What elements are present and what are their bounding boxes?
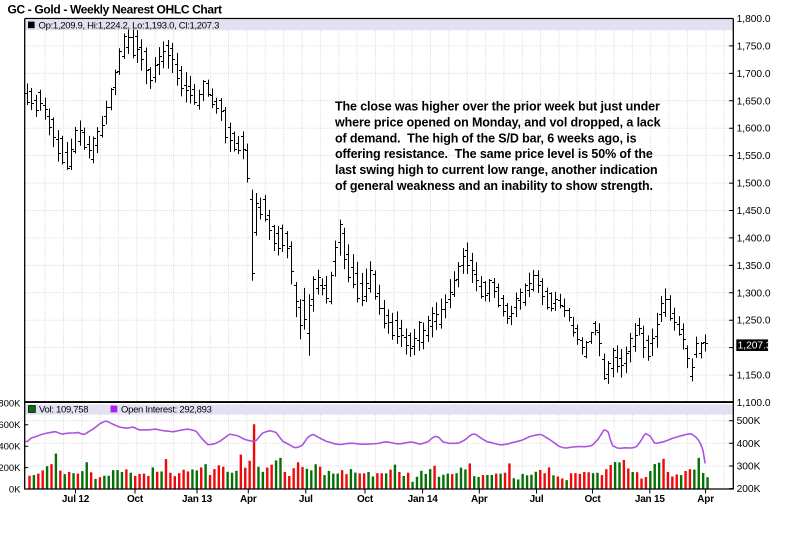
svg-text:Jul: Jul [530,494,544,505]
svg-text:1,300.0: 1,300.0 [737,288,771,299]
svg-text:Vol: 109,758: Vol: 109,758 [39,405,88,416]
svg-text:Apr: Apr [240,494,257,505]
svg-text:Jul: Jul [299,494,313,505]
svg-text:300K: 300K [737,462,761,473]
svg-text:1,750.0: 1,750.0 [737,41,771,52]
svg-text:400K: 400K [0,442,21,453]
svg-text:1,450.0: 1,450.0 [737,206,771,217]
svg-text:Apr: Apr [471,494,488,505]
svg-text:400K: 400K [737,439,761,450]
svg-text:Jan 13: Jan 13 [182,494,213,505]
svg-text:200K: 200K [0,463,21,474]
svg-text:Op:1,209.9, Hi:1,224.2, Lo:1,1: Op:1,209.9, Hi:1,224.2, Lo:1,193.0, Cl:1… [39,21,220,32]
svg-text:1,800.0: 1,800.0 [737,14,771,25]
svg-text:Open Interest: 292,893: Open Interest: 292,893 [121,405,212,416]
svg-text:1,700.0: 1,700.0 [737,69,771,80]
svg-text:600K: 600K [0,420,21,431]
svg-text:Jul 12: Jul 12 [62,494,90,505]
svg-text:1,600.0: 1,600.0 [737,124,771,135]
svg-text:Jan 15: Jan 15 [635,494,666,505]
svg-text:800K: 800K [0,399,21,410]
svg-text:Apr: Apr [697,494,714,505]
svg-text:Jan 14: Jan 14 [408,494,439,505]
svg-text:Oct: Oct [357,494,374,505]
svg-text:200K: 200K [737,484,761,495]
svg-text:1,350.0: 1,350.0 [737,261,771,272]
svg-text:1,150.0: 1,150.0 [737,371,771,382]
svg-text:1,250.0: 1,250.0 [737,316,771,327]
svg-text:The close was higher over the: The close was higher over the prior week… [335,100,660,114]
svg-text:1,550.0: 1,550.0 [737,151,771,162]
svg-text:1,400.0: 1,400.0 [737,233,771,244]
svg-text:where price opened on Monday,: where price opened on Monday, and vol dr… [334,115,661,129]
svg-text:offering resistance. The same: offering resistance. The same price leve… [335,147,653,161]
svg-text:of general weakness and an ina: of general weakness and an inability to … [335,179,653,193]
svg-text:0K: 0K [9,484,21,495]
svg-text:last swing high to current low: last swing high to current low range, an… [335,163,657,177]
svg-text:1,100.0: 1,100.0 [737,398,771,409]
svg-text:1,500.0: 1,500.0 [737,179,771,190]
svg-text:Oct: Oct [584,494,601,505]
svg-text:GC - Gold - Weekly Nearest OHL: GC - Gold - Weekly Nearest OHLC Chart [8,3,223,17]
svg-text:of demand. The high of the S/: of demand. The high of the S/D bar, 6 we… [335,131,637,145]
svg-text:1,650.0: 1,650.0 [737,96,771,107]
svg-text:500K: 500K [737,416,761,427]
svg-text:1,207.3: 1,207.3 [738,341,772,352]
svg-text:Oct: Oct [127,494,144,505]
